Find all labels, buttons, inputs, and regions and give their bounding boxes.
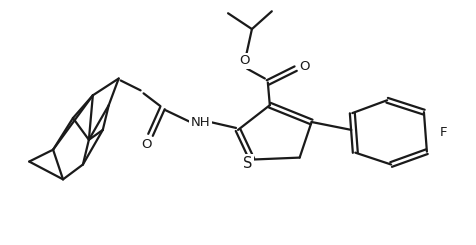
- Text: O: O: [299, 60, 309, 73]
- Text: O: O: [239, 54, 250, 67]
- Text: S: S: [243, 156, 252, 171]
- Text: O: O: [141, 138, 151, 151]
- Text: F: F: [439, 126, 446, 139]
- Text: NH: NH: [190, 115, 209, 129]
